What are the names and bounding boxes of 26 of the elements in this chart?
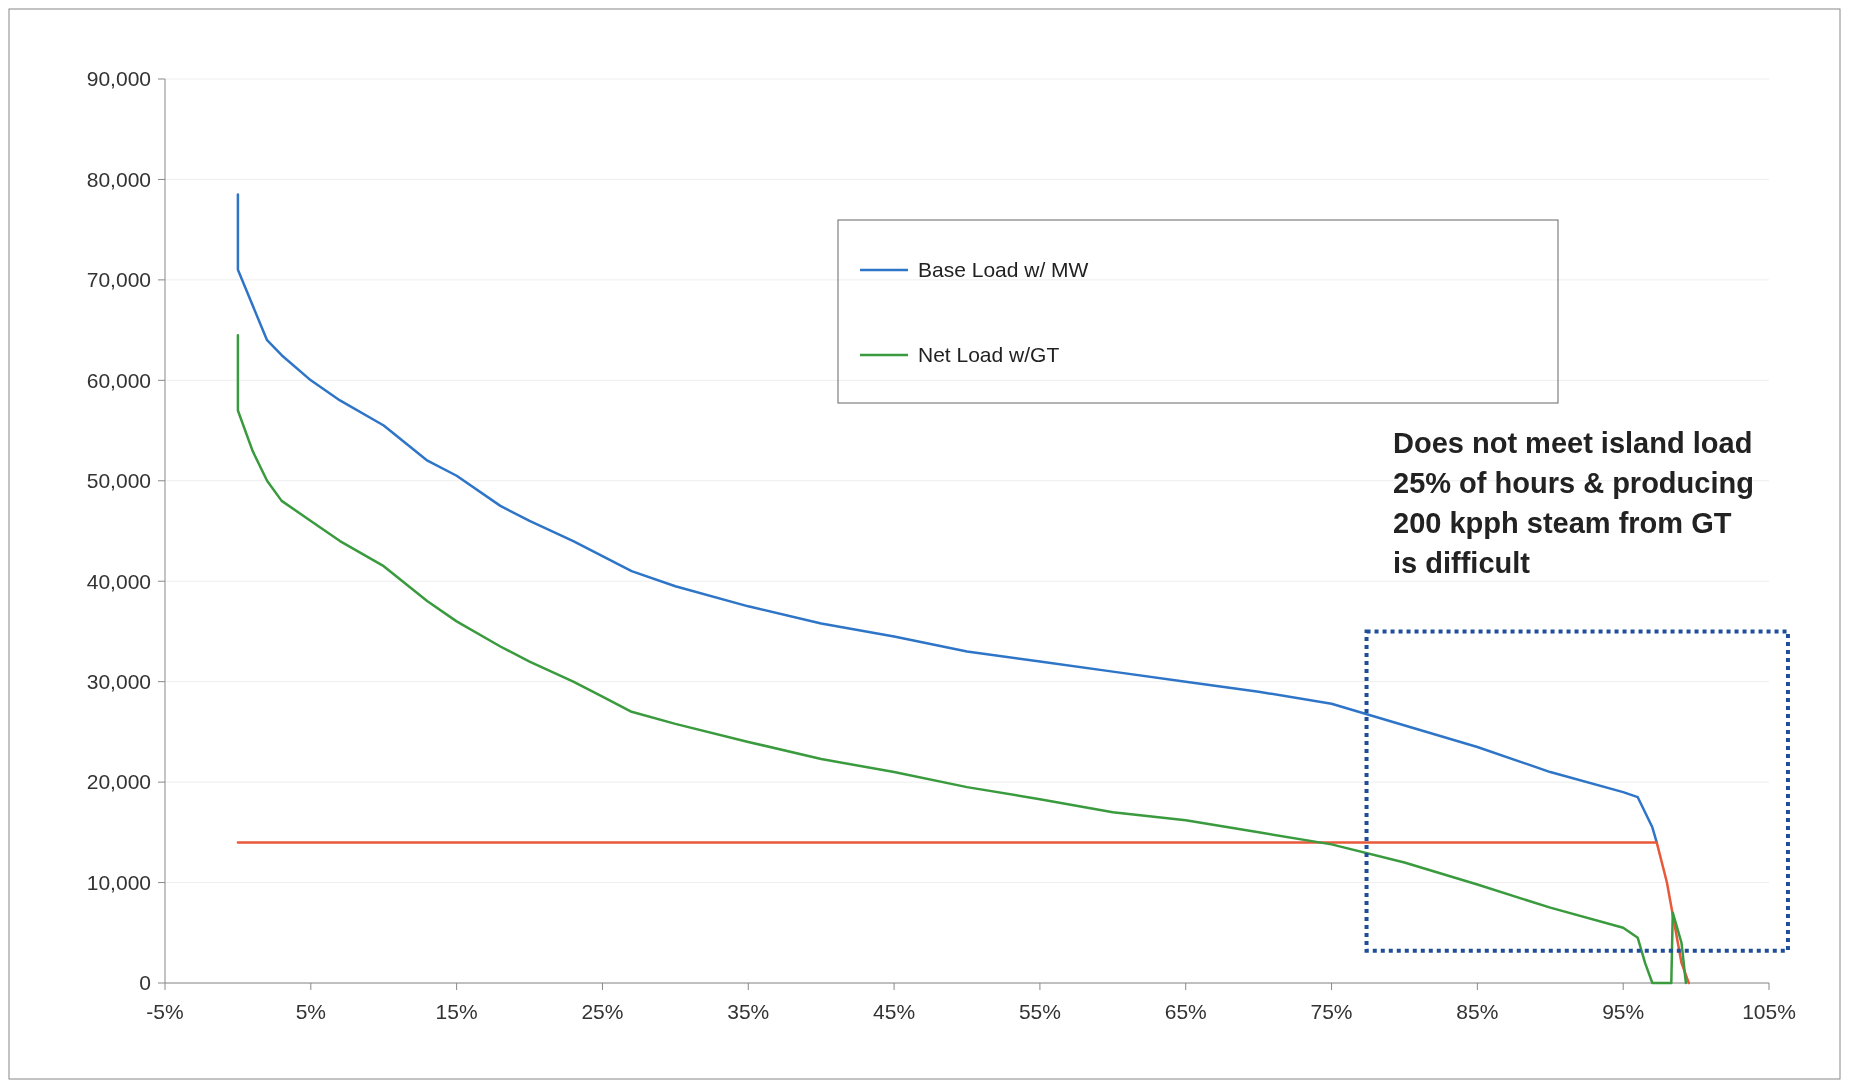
x-tick-label: 105% <box>1742 1000 1796 1023</box>
y-tick-label: 70,000 <box>86 268 151 292</box>
x-tick-label: 75% <box>1310 1000 1353 1023</box>
legend-label: Net Load w/GT <box>918 343 1060 367</box>
line-series <box>236 841 1691 985</box>
x-tick-label: 85% <box>1456 1000 1499 1023</box>
y-tick-label: 40,000 <box>86 569 151 593</box>
y-tick-label: 80,000 <box>86 167 151 191</box>
y-tick-label: 50,000 <box>86 469 151 493</box>
annotation: Does not meet island load 25% of hours & producing 200 kpph steam from GT is difficult <box>1393 427 1754 579</box>
x-tick-label: 55% <box>1018 1000 1061 1023</box>
y-tick-label: 10,000 <box>86 870 151 894</box>
x-tick-label: 5% <box>295 1000 326 1023</box>
y-tick-label: 20,000 <box>86 770 151 794</box>
y-tick-label: 30,000 <box>86 670 151 694</box>
x-tick-label: 35% <box>727 1000 770 1023</box>
x-tick-label: 15% <box>435 1000 478 1023</box>
x-tick-label: 45% <box>873 1000 916 1023</box>
legend-label: Base Load w/ MW <box>918 258 1089 282</box>
y-tick-label: 0 <box>139 971 151 995</box>
x-tick-label: 95% <box>1602 1000 1645 1023</box>
y-tick-label: 60,000 <box>86 368 151 392</box>
x-tick-label: 65% <box>1164 1000 1207 1023</box>
y-tick-label: 90,000 <box>86 67 151 91</box>
x-tick-label: 25% <box>581 1000 624 1023</box>
x-tick-label: -5% <box>146 1000 184 1023</box>
